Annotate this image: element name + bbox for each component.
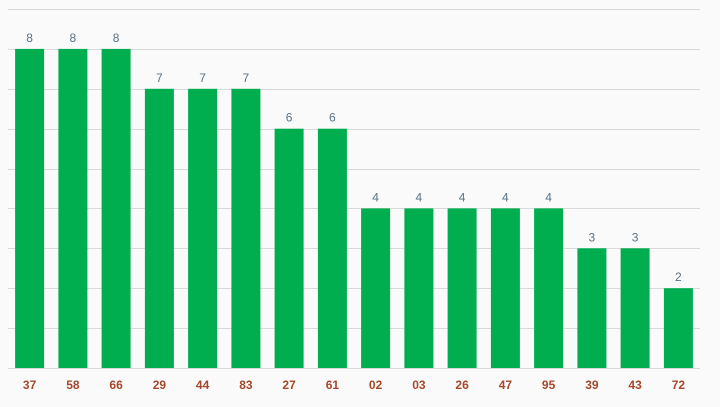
bar	[58, 48, 88, 369]
x-tick-label: 02	[369, 378, 383, 392]
data-label: 7	[199, 71, 206, 85]
data-label: 8	[70, 31, 77, 45]
bar	[447, 208, 477, 368]
bar	[231, 88, 261, 369]
x-tick-label: 43	[628, 378, 642, 392]
bar	[188, 88, 218, 369]
bar	[15, 48, 45, 369]
x-tick-label: 44	[196, 378, 210, 392]
x-tick-label: 47	[499, 378, 513, 392]
x-tick-label: 83	[239, 378, 253, 392]
bar	[620, 248, 650, 368]
x-tick-label: 03	[412, 378, 426, 392]
bar	[404, 208, 434, 368]
data-label: 8	[113, 31, 120, 45]
x-tick-label: 26	[455, 378, 469, 392]
bar	[534, 208, 564, 368]
bar	[361, 208, 391, 368]
x-tick-label: 39	[585, 378, 599, 392]
x-tick-label: 72	[672, 378, 686, 392]
x-tick-label: 27	[282, 378, 296, 392]
bar	[577, 248, 607, 368]
data-label: 8	[26, 31, 33, 45]
data-label: 4	[502, 190, 509, 204]
x-tick-label: 66	[109, 378, 123, 392]
data-label: 4	[416, 190, 423, 204]
bar	[663, 288, 693, 368]
bar	[490, 208, 520, 368]
x-axis-ticks: 37 58 66 29 44 83 27 61 02 03 26 47 95 39 43 72	[23, 378, 685, 392]
data-label: 3	[589, 230, 596, 244]
data-label: 4	[545, 190, 552, 204]
x-tick-label: 37	[23, 378, 37, 392]
value-labels: 8 8 8 7 7 7 6 6 4 4 4 4 4 3 3 2	[26, 31, 682, 284]
x-tick-label: 61	[326, 378, 340, 392]
bar	[274, 128, 304, 368]
data-label: 2	[675, 270, 682, 284]
bars	[15, 48, 693, 369]
data-label: 7	[243, 71, 250, 85]
data-label: 4	[459, 190, 466, 204]
x-tick-label: 29	[153, 378, 167, 392]
x-tick-label: 95	[542, 378, 556, 392]
data-label: 4	[372, 190, 379, 204]
data-label: 3	[632, 230, 639, 244]
x-tick-label: 58	[66, 378, 80, 392]
data-label: 6	[286, 111, 293, 125]
bar	[317, 128, 347, 368]
data-label: 6	[329, 111, 336, 125]
bar	[144, 88, 174, 369]
data-label: 7	[156, 71, 163, 85]
bar	[101, 48, 131, 369]
